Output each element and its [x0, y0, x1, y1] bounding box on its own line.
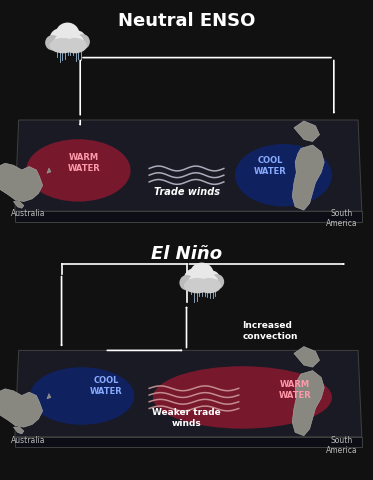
- Ellipse shape: [67, 30, 86, 49]
- Polygon shape: [15, 211, 362, 222]
- Polygon shape: [15, 350, 362, 437]
- Ellipse shape: [75, 34, 90, 49]
- Ellipse shape: [56, 23, 79, 46]
- Polygon shape: [13, 202, 24, 208]
- Text: WARM
WATER: WARM WATER: [278, 380, 311, 400]
- Polygon shape: [15, 120, 362, 211]
- Ellipse shape: [63, 38, 87, 53]
- Ellipse shape: [188, 272, 218, 291]
- Text: Australia: Australia: [11, 209, 45, 218]
- Ellipse shape: [184, 278, 211, 293]
- Ellipse shape: [201, 270, 220, 289]
- Polygon shape: [292, 371, 324, 436]
- Polygon shape: [0, 163, 43, 202]
- Text: Trade winds: Trade winds: [154, 187, 219, 197]
- Ellipse shape: [209, 274, 224, 289]
- Ellipse shape: [54, 32, 84, 51]
- Polygon shape: [0, 389, 43, 427]
- Polygon shape: [13, 427, 24, 434]
- Text: WARM
WATER: WARM WATER: [68, 153, 100, 173]
- Ellipse shape: [190, 263, 214, 286]
- Text: COOL
WATER: COOL WATER: [90, 376, 123, 396]
- Polygon shape: [15, 437, 362, 447]
- Text: El Niño: El Niño: [151, 245, 222, 263]
- Text: Weaker trade
winds: Weaker trade winds: [152, 408, 221, 428]
- Ellipse shape: [45, 35, 60, 50]
- Text: Increased
convection: Increased convection: [242, 321, 298, 341]
- Polygon shape: [47, 168, 51, 173]
- Ellipse shape: [197, 278, 221, 293]
- Ellipse shape: [30, 367, 134, 425]
- Polygon shape: [294, 347, 320, 367]
- Ellipse shape: [179, 275, 194, 290]
- Ellipse shape: [235, 144, 332, 206]
- Ellipse shape: [50, 38, 76, 53]
- Ellipse shape: [50, 28, 70, 49]
- Ellipse shape: [153, 366, 332, 429]
- Polygon shape: [294, 121, 320, 142]
- Ellipse shape: [26, 139, 131, 202]
- Polygon shape: [47, 394, 51, 399]
- Ellipse shape: [184, 268, 205, 289]
- Polygon shape: [292, 145, 324, 210]
- Text: South
America: South America: [326, 436, 357, 455]
- Text: Australia: Australia: [11, 436, 45, 445]
- Text: COOL
WATER: COOL WATER: [254, 156, 287, 176]
- Text: South
America: South America: [326, 209, 357, 228]
- Text: Neutral ENSO: Neutral ENSO: [118, 12, 255, 30]
